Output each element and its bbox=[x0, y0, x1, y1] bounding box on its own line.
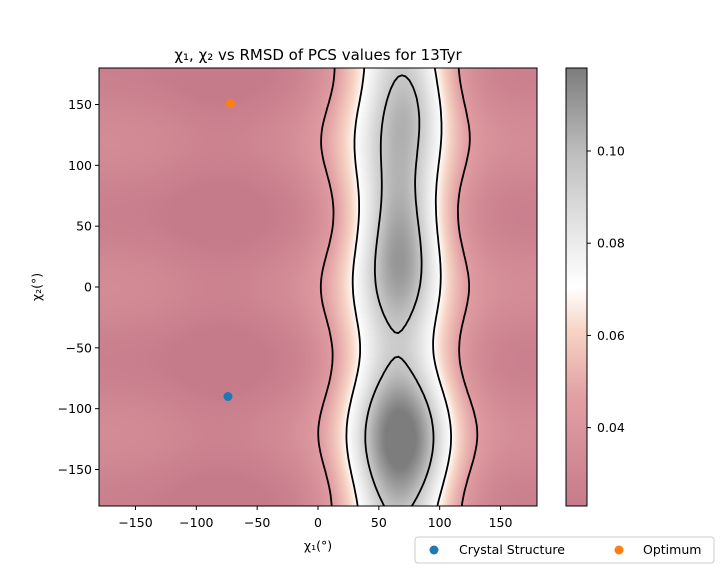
legend-label-crystal-structure: Crystal Structure bbox=[459, 542, 565, 557]
colorbar-axis: 0.04 0.06 0.08 0.10 bbox=[587, 143, 625, 435]
x-tick-label: 50 bbox=[371, 515, 387, 530]
colorbar-tick-label: 0.08 bbox=[597, 236, 625, 251]
contour-lines bbox=[317, 68, 479, 506]
scatter-points bbox=[223, 98, 235, 401]
colorbar-tick-label: 0.10 bbox=[597, 143, 625, 158]
x-tick-label: −100 bbox=[179, 515, 213, 530]
contour-line bbox=[345, 68, 452, 506]
legend-marker-crystal-structure bbox=[429, 545, 439, 555]
y-tick-label: 100 bbox=[68, 158, 92, 173]
y-axis: −150 −100 −50 0 50 100 150 bbox=[58, 97, 99, 477]
contour-line bbox=[364, 74, 435, 506]
x-axis-label: χ₁(°) bbox=[304, 538, 332, 553]
chart-title: χ₁, χ₂ vs RMSD of PCS values for 13Tyr bbox=[174, 46, 462, 64]
contour-line bbox=[317, 68, 479, 506]
y-tick-label: 0 bbox=[84, 280, 92, 295]
y-tick-label: −50 bbox=[66, 340, 92, 355]
legend-frame bbox=[414, 536, 715, 564]
colorbar-tick-label: 0.06 bbox=[597, 328, 625, 343]
x-tick-label: −150 bbox=[118, 515, 152, 530]
legend-marker-optimum bbox=[614, 545, 624, 555]
x-tick-label: 150 bbox=[489, 515, 513, 530]
y-tick-label: −150 bbox=[58, 462, 92, 477]
x-tick-label: −50 bbox=[244, 515, 270, 530]
point-crystal-structure bbox=[223, 392, 233, 401]
legend-label-optimum: Optimum bbox=[643, 542, 701, 557]
colorbar bbox=[565, 67, 588, 507]
x-axis: −150 −100 −50 0 50 100 150 bbox=[118, 506, 512, 530]
y-tick-label: 50 bbox=[76, 219, 92, 234]
legend: Crystal Structure Optimum bbox=[414, 536, 715, 564]
y-tick-label: 150 bbox=[68, 97, 92, 112]
y-tick-label: −100 bbox=[58, 401, 92, 416]
colorbar-tick-label: 0.04 bbox=[597, 420, 625, 435]
point-optimum bbox=[225, 98, 235, 108]
x-tick-label: 100 bbox=[428, 515, 452, 530]
x-tick-label: 0 bbox=[314, 515, 322, 530]
y-axis-label: χ₂(°) bbox=[29, 273, 44, 301]
